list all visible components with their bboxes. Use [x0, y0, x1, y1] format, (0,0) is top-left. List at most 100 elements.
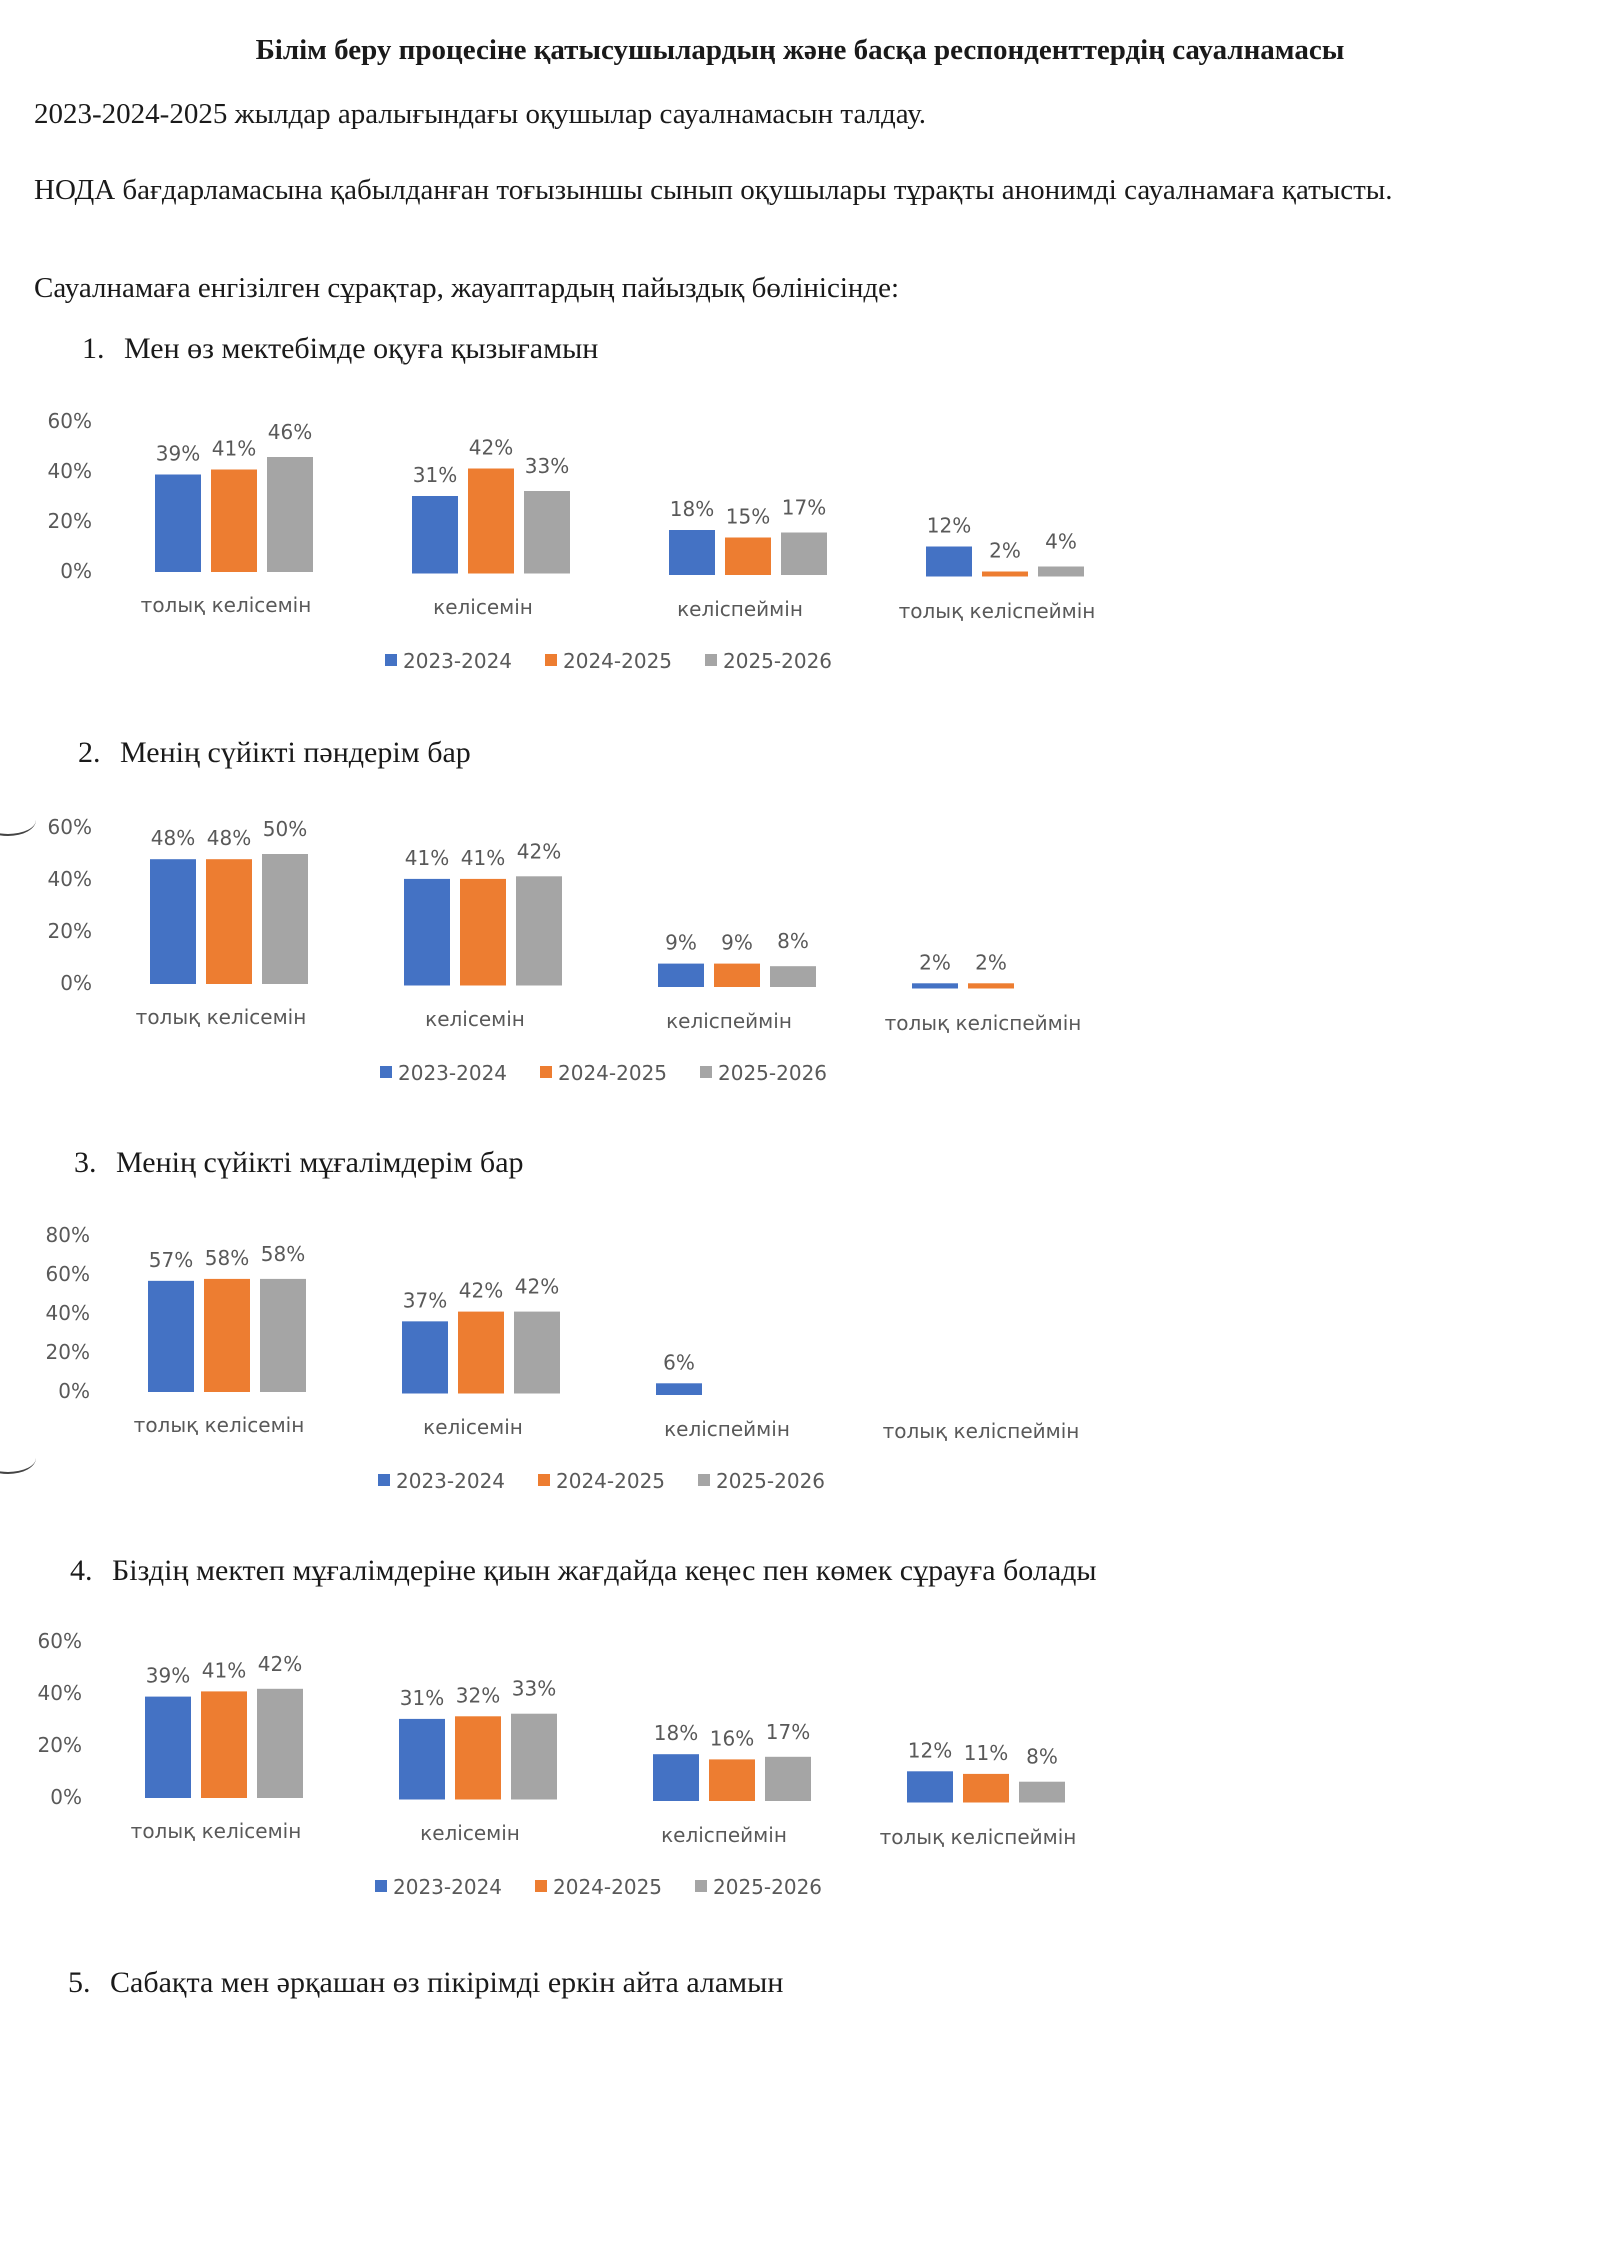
category-label: келісемін	[420, 1821, 520, 1845]
y-tick-label: 0%	[50, 1785, 82, 1809]
bar	[455, 1716, 501, 1800]
data-label: 18%	[654, 1721, 698, 1745]
bar	[155, 474, 201, 572]
legend-swatch	[705, 654, 717, 666]
data-label: 31%	[413, 463, 457, 487]
data-label: 42%	[459, 1279, 503, 1303]
bar	[402, 1321, 448, 1394]
question-text: Мен өз мектебімде оқуға қызығамын	[124, 332, 599, 365]
legend-swatch	[545, 654, 557, 666]
data-label: 41%	[461, 846, 505, 870]
category-label: толық келісемін	[131, 1819, 302, 1843]
bar	[399, 1718, 445, 1800]
bar	[982, 571, 1028, 577]
data-label: 12%	[927, 514, 971, 538]
question-text: Біздің мектеп мұғалімдеріне қиын жағдайд…	[112, 1554, 1097, 1587]
bar	[514, 1311, 560, 1394]
question-3-title: 3. Менің сүйікті мұғалімдерім бар	[74, 1146, 524, 1180]
chart-question-1: 60% 40% 20% 0% 39% 41% 46% толық келісемін 31% 42…	[48, 409, 1096, 673]
bar	[257, 1688, 303, 1798]
data-label: 17%	[766, 1720, 810, 1744]
bar	[658, 963, 704, 987]
data-label: 6%	[663, 1350, 695, 1374]
legend-swatch	[538, 1474, 550, 1486]
chart-question-2: 60% 40% 20% 0% 48% 48% 50% толық келісемін 41% 41…	[48, 815, 1082, 1085]
y-tick-label: 0%	[60, 971, 92, 995]
intro-paragraph-questions: Сауалнамаға енгізілген сұрақтар, жауапта…	[34, 272, 900, 304]
page-title: Білім беру процесіне қатысушылардың және…	[255, 34, 1345, 66]
bar	[516, 876, 562, 986]
bar	[201, 1691, 247, 1798]
intro-paragraph-years: 2023-2024-2025 жылдар аралығындағы оқушы…	[34, 98, 927, 130]
question-text: Сабақта мен әрқашан өз пікірімді еркін а…	[110, 1966, 784, 1999]
bar	[926, 546, 972, 577]
y-tick-label: 60%	[38, 1629, 82, 1653]
bar	[714, 963, 760, 987]
data-label: 39%	[146, 1664, 190, 1688]
y-tick-label: 0%	[58, 1379, 90, 1403]
data-label: 37%	[403, 1288, 447, 1312]
data-label: 8%	[777, 929, 809, 953]
question-number: 3.	[74, 1146, 97, 1179]
data-label: 48%	[151, 826, 195, 850]
bar	[968, 983, 1014, 989]
y-tick-label: 60%	[48, 815, 92, 839]
question-text: Менің сүйікті мұғалімдерім бар	[116, 1146, 524, 1179]
category-label: келіспеймін	[666, 1009, 792, 1033]
question-4-title: 4. Біздің мектеп мұғалімдеріне қиын жағда…	[70, 1554, 1097, 1588]
legend-swatch	[535, 1880, 547, 1892]
question-number: 2.	[78, 736, 101, 769]
legend-label: 2023-2024	[396, 1469, 505, 1493]
data-label: 31%	[400, 1686, 444, 1710]
category-label: толық келіспеймін	[885, 1011, 1082, 1035]
legend-label: 2024-2025	[556, 1469, 665, 1493]
bar	[669, 530, 715, 575]
data-label: 9%	[665, 931, 697, 955]
data-label: 58%	[261, 1242, 305, 1266]
data-label: 32%	[456, 1683, 500, 1707]
category-label: толық келіспеймін	[880, 1825, 1077, 1849]
y-tick-label: 60%	[46, 1262, 90, 1286]
y-tick-label: 20%	[48, 919, 92, 943]
y-tick-label: 20%	[38, 1733, 82, 1757]
bar	[725, 537, 771, 575]
data-label: 42%	[517, 839, 561, 863]
data-label: 2%	[975, 950, 1007, 974]
legend-label: 2025-2026	[718, 1061, 827, 1085]
category-label: толық келіспеймін	[883, 1419, 1080, 1443]
data-label: 41%	[202, 1658, 246, 1682]
question-number: 5.	[68, 1966, 91, 1999]
legend-label: 2025-2026	[716, 1469, 825, 1493]
legend-label: 2023-2024	[403, 649, 512, 673]
category-label: толық келіспеймін	[899, 599, 1096, 623]
legend-swatch	[385, 654, 397, 666]
question-text: Менің сүйікті пәндерім бар	[120, 736, 471, 769]
category-label: келісемін	[423, 1415, 523, 1439]
bar	[907, 1771, 953, 1803]
category-label: келісемін	[433, 595, 533, 619]
bar	[260, 1278, 306, 1392]
intro-paragraph-noda: НОДА бағдарламасына қабылданған тоғызынш…	[34, 174, 1393, 206]
legend-label: 2024-2025	[558, 1061, 667, 1085]
data-label: 42%	[469, 436, 513, 460]
legend-label: 2025-2026	[723, 649, 832, 673]
question-5-title: 5. Сабақта мен әрқашан өз пікірімді еркін…	[68, 1966, 783, 2000]
chart-question-4: 60% 40% 20% 0% 39% 41% 42% толық келісемін 31% 32…	[38, 1629, 1077, 1899]
legend-swatch	[380, 1066, 392, 1078]
y-tick-label: 40%	[48, 867, 92, 891]
question-2-title: 2. Менің сүйікті пәндерім бар	[78, 736, 471, 770]
category-label: келіспеймін	[664, 1417, 790, 1441]
y-tick-label: 80%	[46, 1223, 90, 1247]
bar	[458, 1311, 504, 1394]
bar	[653, 1754, 699, 1801]
bar	[460, 878, 506, 986]
question-number: 4.	[70, 1554, 93, 1587]
bar	[1038, 566, 1084, 577]
data-label: 50%	[263, 817, 307, 841]
legend-swatch	[695, 1880, 707, 1892]
category-label: келіспеймін	[677, 597, 803, 621]
data-label: 39%	[156, 442, 200, 466]
data-label: 57%	[149, 1248, 193, 1272]
bar	[206, 859, 252, 984]
data-label: 33%	[512, 1677, 556, 1701]
